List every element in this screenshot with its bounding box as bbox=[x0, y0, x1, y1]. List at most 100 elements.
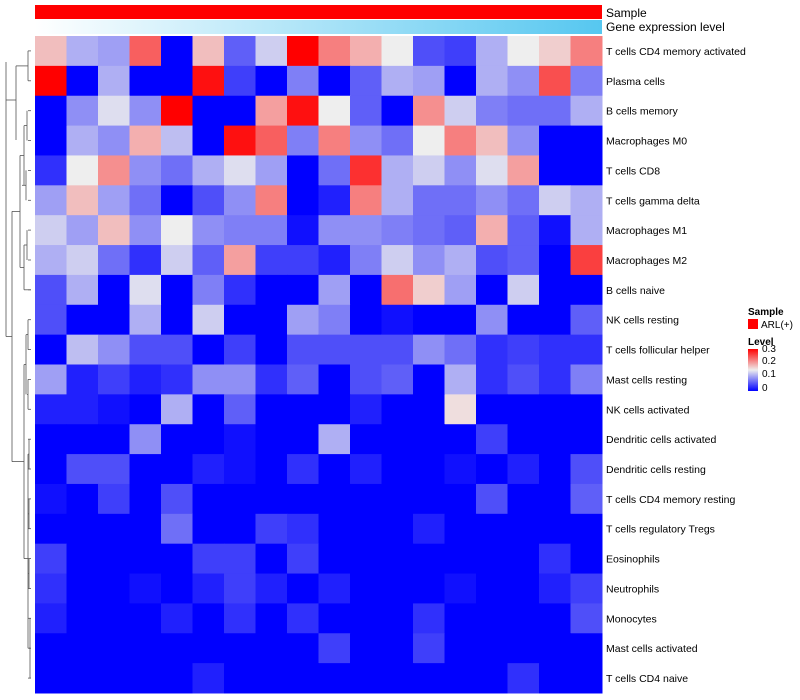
heatmap-cell bbox=[476, 454, 508, 485]
heatmap-cell bbox=[476, 364, 508, 395]
row-label: B cells memory bbox=[606, 106, 679, 118]
heatmap-cell bbox=[66, 304, 99, 336]
heatmap-cell bbox=[570, 125, 603, 156]
heatmap-cell bbox=[66, 603, 99, 634]
heatmap-cell bbox=[98, 304, 130, 336]
legend: Sample ARL(+) Level 0.30.2 0.1 0 bbox=[748, 307, 793, 394]
heatmap-cell bbox=[35, 215, 67, 246]
heatmap-cell bbox=[350, 483, 382, 515]
heatmap-cell bbox=[161, 663, 193, 694]
heatmap-cell bbox=[224, 663, 256, 694]
heatmap-cell bbox=[98, 483, 130, 515]
heatmap-cell bbox=[539, 304, 571, 336]
heatmap-cell bbox=[35, 125, 67, 156]
heatmap-cell bbox=[224, 65, 256, 97]
heatmap-cell bbox=[129, 304, 162, 336]
heatmap-cell bbox=[98, 424, 130, 455]
heatmap-cell bbox=[318, 95, 351, 127]
heatmap-cell bbox=[224, 454, 256, 485]
heatmap-cell bbox=[413, 603, 445, 634]
heatmap-cell bbox=[224, 424, 256, 455]
heatmap-cell bbox=[287, 95, 319, 127]
heatmap-cell bbox=[413, 663, 445, 694]
heatmap-cell bbox=[224, 155, 256, 186]
heatmap-cell bbox=[381, 364, 414, 395]
heatmap-cell bbox=[224, 573, 256, 604]
heatmap-cell bbox=[539, 364, 571, 395]
heatmap-cell bbox=[66, 573, 99, 604]
heatmap-cell bbox=[539, 543, 571, 575]
heatmap-cell bbox=[318, 304, 351, 336]
heatmap-cell bbox=[507, 95, 540, 127]
heatmap-cell bbox=[381, 454, 414, 485]
heatmap-cell bbox=[381, 633, 414, 664]
heatmap-cell bbox=[507, 215, 540, 246]
heatmap-cell bbox=[129, 573, 162, 604]
heatmap-cell bbox=[539, 155, 571, 186]
heatmap-cell bbox=[255, 334, 288, 365]
heatmap-cell bbox=[255, 215, 288, 246]
heatmap-cell bbox=[413, 394, 445, 425]
heatmap-cell bbox=[413, 65, 445, 97]
heatmap-cell bbox=[444, 364, 477, 395]
heatmap-cell bbox=[66, 394, 99, 425]
legend-sample-title: Sample bbox=[748, 307, 784, 318]
heatmap-cell bbox=[318, 274, 351, 306]
heatmap-cell bbox=[255, 633, 288, 664]
heatmap-cells bbox=[35, 36, 603, 694]
heatmap-cell bbox=[507, 274, 540, 306]
heatmap-cell bbox=[66, 215, 99, 246]
heatmap-cell bbox=[570, 36, 603, 67]
heatmap-cell bbox=[570, 424, 603, 455]
heatmap-cell bbox=[287, 454, 319, 485]
heatmap-cell bbox=[570, 603, 603, 634]
heatmap-cell bbox=[476, 424, 508, 455]
heatmap-cell bbox=[129, 483, 162, 515]
heatmap-cell bbox=[66, 36, 99, 67]
heatmap-cell bbox=[318, 573, 351, 604]
heatmap-cell bbox=[476, 483, 508, 515]
heatmap-cell bbox=[129, 454, 162, 485]
heatmap-cell bbox=[381, 65, 414, 97]
row-label: Macrophages M2 bbox=[606, 255, 687, 267]
heatmap-cell bbox=[507, 454, 540, 485]
heatmap-cell bbox=[192, 513, 225, 545]
heatmap-cell bbox=[98, 364, 130, 395]
annotation-label-gene-expression: Gene expression level bbox=[606, 20, 725, 34]
heatmap-cell bbox=[318, 513, 351, 545]
heatmap-cell bbox=[476, 36, 508, 67]
heatmap-cell bbox=[98, 95, 130, 127]
legend-level-colorbar bbox=[748, 349, 758, 391]
heatmap-cell bbox=[444, 304, 477, 336]
heatmap-cell bbox=[98, 573, 130, 604]
heatmap-cell bbox=[476, 245, 508, 276]
heatmap-cell bbox=[224, 513, 256, 545]
heatmap-cell bbox=[255, 155, 288, 186]
heatmap-cell bbox=[318, 155, 351, 186]
heatmap-cell bbox=[35, 633, 67, 664]
heatmap-cell bbox=[539, 394, 571, 425]
row-label: Plasma cells bbox=[606, 76, 665, 88]
heatmap-cell bbox=[287, 513, 319, 545]
heatmap-cell bbox=[255, 245, 288, 276]
heatmap-cell bbox=[350, 304, 382, 336]
heatmap-cell bbox=[570, 633, 603, 664]
heatmap-cell bbox=[224, 603, 256, 634]
heatmap-cell bbox=[507, 573, 540, 604]
heatmap-cell bbox=[507, 155, 540, 186]
heatmap-cell bbox=[66, 424, 99, 455]
heatmap-cell bbox=[476, 394, 508, 425]
heatmap-cell bbox=[287, 65, 319, 97]
heatmap-cell bbox=[507, 513, 540, 545]
heatmap-cell bbox=[66, 663, 99, 694]
heatmap-cell bbox=[413, 424, 445, 455]
heatmap-cell bbox=[381, 125, 414, 156]
heatmap-cell bbox=[161, 65, 193, 97]
heatmap-cell bbox=[129, 394, 162, 425]
heatmap-cell bbox=[255, 95, 288, 127]
heatmap-cell bbox=[381, 36, 414, 67]
heatmap-cell bbox=[129, 424, 162, 455]
heatmap-cell bbox=[98, 334, 130, 365]
heatmap-cell bbox=[413, 155, 445, 186]
heatmap-cell bbox=[35, 513, 67, 545]
